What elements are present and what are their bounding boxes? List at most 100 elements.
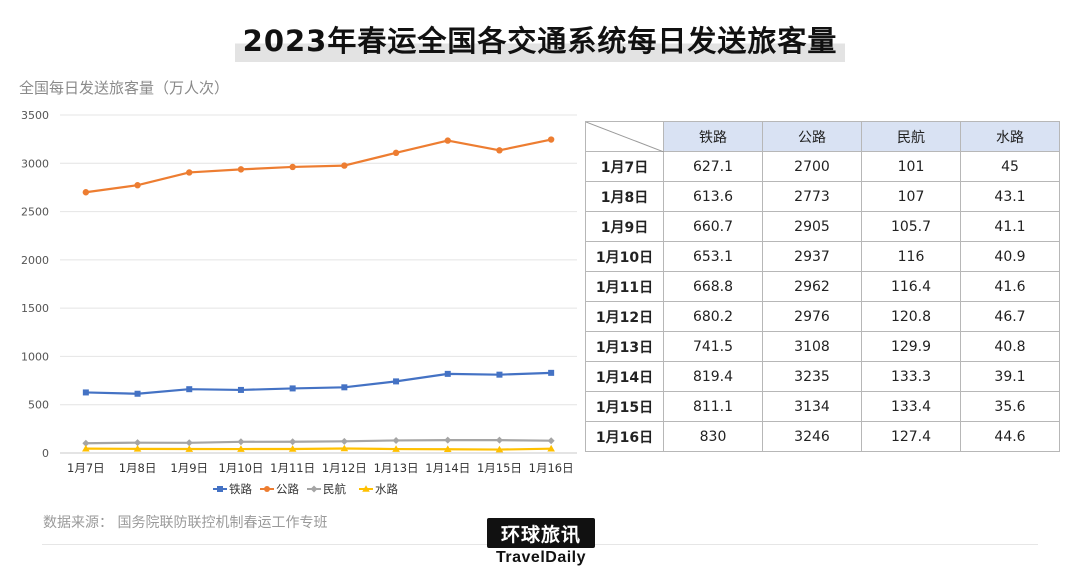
table-row: 1月10日 653.1 2937 116 40.9	[585, 241, 1060, 272]
table-water-cell: 44.6	[960, 421, 1060, 452]
legend-marker	[264, 486, 270, 492]
data-point	[444, 370, 451, 377]
table-row-date: 1月10日	[585, 241, 664, 272]
x-axis-ticks: 1月7日 1月8日 1月9日 1月10日 1月11日 1月12日 1月13日 1月14日 1月1…	[67, 461, 574, 475]
table-row-date: 1月14日	[585, 361, 664, 392]
series-line	[85, 371, 552, 395]
data-point	[134, 182, 141, 189]
data-point	[134, 390, 141, 397]
table-water-cell: 43.1	[960, 181, 1060, 212]
chart-legend: 铁路 公路 民航 水路	[213, 482, 398, 496]
series-2	[82, 436, 555, 447]
table-air-cell: 133.3	[861, 361, 961, 392]
table-rail-cell: 613.6	[663, 181, 763, 212]
data-point	[289, 163, 296, 171]
series-line	[85, 138, 552, 194]
data-point	[443, 445, 452, 453]
data-point	[134, 439, 142, 447]
table-row: 1月8日 613.6 2773 107 43.1	[585, 181, 1060, 212]
data-point	[496, 147, 503, 154]
y-tick-label: 500	[28, 399, 49, 412]
table-rail-cell: 627.1	[663, 151, 763, 182]
y-tick-label: 1000	[21, 350, 49, 363]
y-tick-label: 0	[42, 447, 49, 460]
table-corner-cell	[585, 121, 664, 152]
table-row: 1月15日 811.1 3134 133.4 35.6	[585, 391, 1060, 422]
table-rail-cell: 668.8	[663, 271, 763, 302]
data-point	[496, 371, 503, 378]
table-rail-cell: 819.4	[663, 361, 763, 392]
x-tick-label: 1月16日	[529, 461, 574, 475]
data-point	[186, 169, 193, 176]
table-rail-cell: 653.1	[663, 241, 763, 272]
x-tick-label: 1月7日	[67, 461, 105, 475]
y-tick-label: 3500	[21, 109, 49, 122]
line-chart: 0 500 1000 1500 2000 2500 3000 3500 1月7日 1月8日 1月9…	[21, 109, 577, 496]
table-row-date: 1月7日	[585, 151, 664, 182]
legend-label: 公路	[276, 482, 299, 496]
legend-item: 铁路	[213, 482, 252, 496]
legend-item: 民航	[307, 482, 346, 496]
table-road-cell: 2905	[762, 211, 862, 242]
page-title: 2023年春运全国各交通系统每日发送旅客量	[234, 18, 846, 62]
table-header-water: 水路	[960, 121, 1060, 152]
source-note: 数据来源： 国务院联防联控机制春运工作专班	[43, 515, 328, 531]
data-point	[288, 445, 297, 452]
grid-lines	[60, 114, 577, 454]
legend-marker	[362, 485, 370, 492]
table-road-cell: 3235	[762, 361, 862, 392]
legend-label: 水路	[375, 482, 398, 496]
table-water-cell: 45	[960, 151, 1060, 182]
legend-label: 铁路	[229, 482, 252, 496]
x-tick-label: 1月8日	[119, 461, 157, 475]
data-point	[495, 436, 503, 444]
x-tick-label: 1月13日	[374, 461, 419, 475]
data-point	[547, 136, 555, 143]
x-tick-label: 1月11日	[270, 461, 315, 475]
x-tick-label: 1月14日	[425, 461, 470, 475]
data-point	[547, 444, 555, 452]
data-table: 铁路 公路 民航 水路 1月7日 627.1 2700 101 45 1月8日 613.6 2…	[585, 121, 1060, 452]
table-rail-cell: 741.5	[663, 331, 763, 362]
y-tick-label: 2000	[21, 254, 49, 267]
table-row-date: 1月12日	[585, 301, 664, 332]
series-line	[85, 447, 552, 451]
series-0	[82, 369, 555, 397]
legend-item: 水路	[359, 482, 398, 496]
x-tick-label: 1月12日	[322, 461, 367, 475]
table-body: 1月7日 627.1 2700 101 45 1月8日 613.6 2773 107 43.1 1月…	[585, 151, 1060, 452]
table-road-cell: 3108	[762, 331, 862, 362]
data-point	[444, 436, 452, 444]
data-point	[548, 369, 555, 376]
y-axis-ticks: 0 500 1000 1500 2000 2500 3000 3500	[21, 109, 49, 460]
table-air-cell: 127.4	[861, 421, 961, 452]
table-row: 1月16日 830 3246 127.4 44.6	[585, 421, 1060, 452]
table-water-cell: 46.7	[960, 301, 1060, 332]
table-rail-cell: 811.1	[663, 391, 763, 422]
table-road-cell: 3134	[762, 391, 862, 422]
table-water-cell: 41.6	[960, 271, 1060, 302]
data-point	[237, 445, 245, 452]
legend-item: 公路	[260, 482, 299, 496]
table-row-date: 1月8日	[585, 181, 664, 212]
data-point	[392, 445, 400, 452]
data-point	[444, 137, 451, 144]
table-row-date: 1月9日	[585, 211, 664, 242]
legend-marker	[217, 486, 223, 492]
table-rail-cell: 680.2	[663, 301, 763, 332]
legend-label: 民航	[323, 482, 346, 496]
data-point	[82, 189, 90, 196]
data-point	[289, 385, 296, 392]
diagonal-line	[586, 122, 664, 152]
data-point	[289, 438, 297, 446]
table-water-cell: 40.9	[960, 241, 1060, 272]
table-row-date: 1月16日	[585, 421, 664, 452]
data-point	[82, 444, 90, 452]
table-road-cell: 2937	[762, 241, 862, 272]
logo-chinese-text: 环球旅讯	[487, 518, 595, 548]
data-point	[237, 166, 245, 173]
table-road-cell: 3246	[762, 421, 862, 452]
title-wrapper: 2023年春运全国各交通系统每日发送旅客量	[0, 18, 1080, 62]
table-water-cell: 41.1	[960, 211, 1060, 242]
table-row: 1月11日 668.8 2962 116.4 41.6	[585, 271, 1060, 302]
